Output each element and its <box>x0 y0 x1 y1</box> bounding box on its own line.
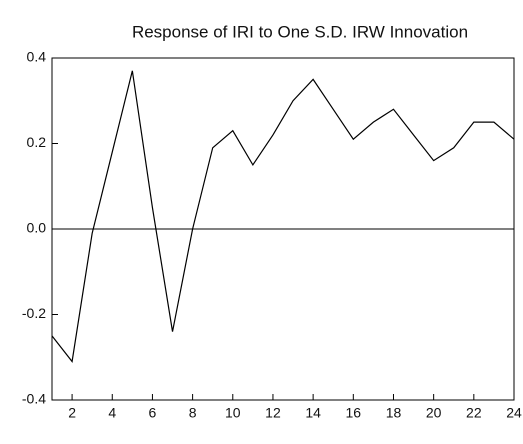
x-tick-label: 20 <box>426 405 442 421</box>
x-tick-label: 22 <box>466 405 482 421</box>
x-tick-label: 16 <box>346 405 362 421</box>
x-tick-label: 12 <box>265 405 281 421</box>
chart-title: Response of IRI to One S.D. IRW Innovati… <box>132 22 468 41</box>
x-tick-label: 24 <box>506 405 522 421</box>
x-tick-label: 10 <box>225 405 241 421</box>
y-tick-label: -0.2 <box>22 305 46 321</box>
x-tick-label: 18 <box>386 405 402 421</box>
y-tick-label: 0.4 <box>27 49 47 65</box>
y-tick-label: 0.2 <box>27 134 47 150</box>
x-tick-label: 6 <box>149 405 157 421</box>
y-tick-label: 0.0 <box>27 220 47 236</box>
x-tick-label: 8 <box>189 405 197 421</box>
y-tick-label: -0.4 <box>22 391 46 407</box>
x-tick-label: 4 <box>108 405 116 421</box>
x-tick-label: 14 <box>305 405 321 421</box>
line-series <box>51 70 515 363</box>
x-tick-label: 2 <box>68 405 76 421</box>
